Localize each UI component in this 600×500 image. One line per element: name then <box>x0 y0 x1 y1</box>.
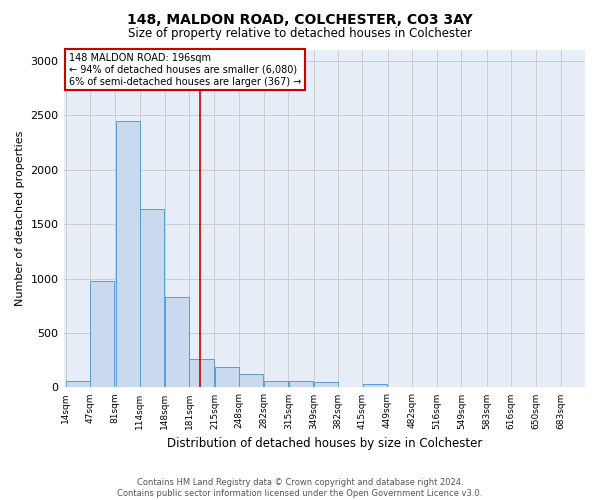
Bar <box>264 381 288 388</box>
Bar <box>314 382 338 388</box>
Bar <box>215 368 239 388</box>
X-axis label: Distribution of detached houses by size in Colchester: Distribution of detached houses by size … <box>167 437 482 450</box>
Bar <box>165 297 189 388</box>
Bar <box>362 384 386 388</box>
Bar <box>140 209 164 388</box>
Bar <box>116 121 140 388</box>
Bar <box>239 374 263 388</box>
Text: Size of property relative to detached houses in Colchester: Size of property relative to detached ho… <box>128 28 472 40</box>
Text: 148, MALDON ROAD, COLCHESTER, CO3 3AY: 148, MALDON ROAD, COLCHESTER, CO3 3AY <box>127 12 473 26</box>
Bar <box>66 382 90 388</box>
Text: 148 MALDON ROAD: 196sqm
← 94% of detached houses are smaller (6,080)
6% of semi-: 148 MALDON ROAD: 196sqm ← 94% of detache… <box>69 54 301 86</box>
Bar <box>190 359 214 388</box>
Y-axis label: Number of detached properties: Number of detached properties <box>15 131 25 306</box>
Bar <box>289 382 313 388</box>
Bar <box>91 281 115 388</box>
Text: Contains HM Land Registry data © Crown copyright and database right 2024.
Contai: Contains HM Land Registry data © Crown c… <box>118 478 482 498</box>
